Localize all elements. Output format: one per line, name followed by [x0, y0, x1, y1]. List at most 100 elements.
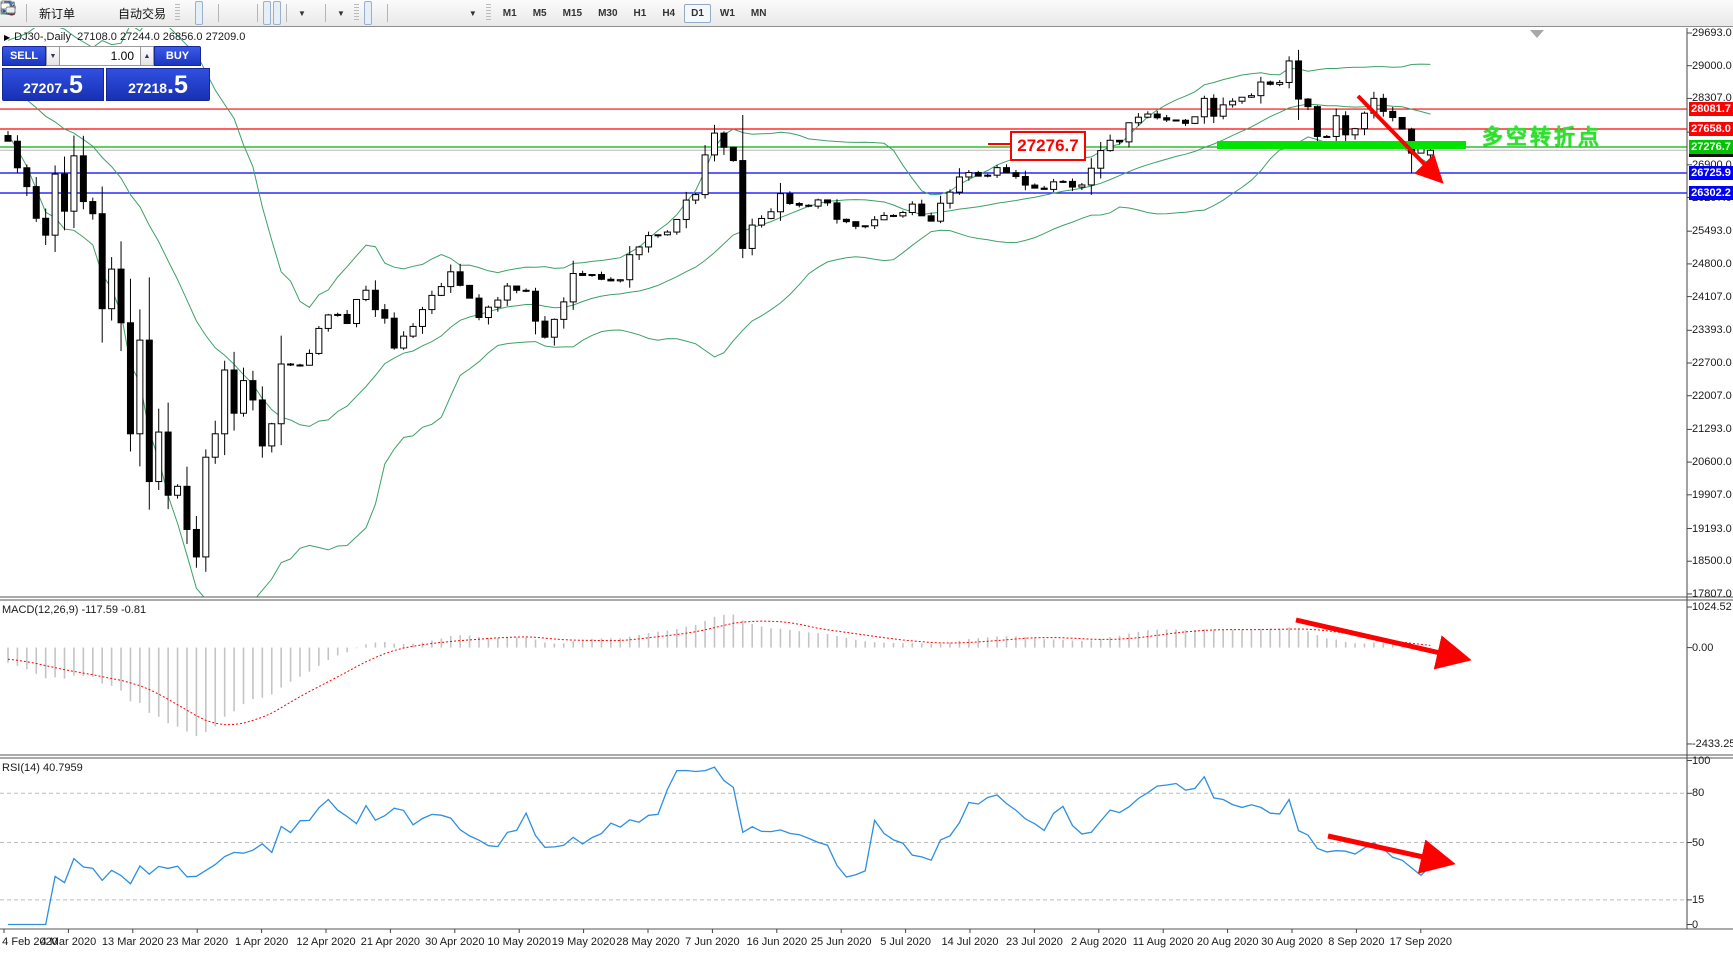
price-tick-label: 24107.0 — [1692, 290, 1732, 303]
date-label[interactable]: 28 May 2020 — [616, 936, 680, 948]
timeframe-d1-button[interactable]: D1 — [684, 3, 711, 23]
macd-tick-label: 0.00 — [1692, 641, 1714, 654]
candles-group — [4, 28, 1434, 597]
toolbar-grip — [485, 4, 491, 22]
price-tick-label: 17807.0 — [1692, 587, 1732, 600]
timeframe-h1-button[interactable]: H1 — [633, 7, 647, 19]
timeframe-mn-button[interactable]: MN — [750, 7, 767, 19]
macd-signal-line — [7, 620, 1431, 726]
timeframe-w1-button[interactable]: W1 — [719, 7, 735, 19]
date-label[interactable]: 23 Jul 2020 — [1005, 936, 1063, 948]
red-arrow-macd[interactable] — [1295, 617, 1472, 670]
date-label[interactable]: 23 Mar 2020 — [166, 936, 229, 948]
price-flag-27276.7: 27276.7 — [1689, 140, 1733, 155]
price-tick-label: 28307.0 — [1692, 92, 1732, 105]
price-flag-28081.7: 28081.7 — [1689, 102, 1733, 117]
one-click-trade-panel: SELL ▼ ▲ BUY 27207.5 27218.5 — [2, 46, 212, 101]
date-label[interactable]: 19 May 2020 — [551, 936, 616, 948]
date-label[interactable]: 4 Mar 2020 — [40, 936, 97, 948]
timeframe-m15-button[interactable]: M15 — [562, 7, 583, 19]
ohlc-readout: 27108.0 27244.0 26856.0 27209.0 — [77, 31, 246, 43]
date-label[interactable]: 16 Jun 2020 — [746, 936, 808, 948]
sell-price-big: .5 — [62, 71, 83, 99]
chevron-down-icon: ▼ — [336, 8, 345, 18]
price-callout-box[interactable]: 27276.7 — [1010, 131, 1086, 161]
buy-price[interactable]: 27218.5 — [106, 68, 210, 101]
price-tick-label: 22007.0 — [1692, 389, 1732, 402]
toolbar-separator — [257, 4, 259, 22]
date-label[interactable]: 30 Apr 2020 — [425, 936, 485, 948]
rsi-tick-label: 100 — [1692, 754, 1711, 767]
buy-price-big: .5 — [167, 71, 188, 99]
price-tick-label: 23393.0 — [1692, 324, 1732, 337]
volume-input[interactable] — [60, 46, 140, 66]
chart-title: ▶ DJ30-,Daily 27108.0 27244.0 26856.0 272… — [4, 31, 245, 43]
rsi-indicator-label: RSI(14) 40.7959 — [2, 762, 83, 774]
red-arrow-main[interactable] — [1356, 94, 1444, 184]
toolbar-grip — [353, 4, 359, 22]
toolbar-separator — [386, 4, 388, 22]
price-tick-label: 19907.0 — [1692, 488, 1732, 501]
symbol-name: DJ30-,Daily — [14, 31, 72, 43]
sell-button[interactable]: SELL — [2, 46, 46, 66]
autotrading-button-label: 自动交易 — [118, 6, 167, 21]
support-zone-bar[interactable] — [1217, 141, 1466, 150]
price-tick-label: 19193.0 — [1692, 522, 1732, 535]
date-label[interactable]: 25 Jun 2020 — [810, 936, 872, 948]
timeframe-m1-button[interactable]: M1 — [502, 7, 517, 19]
date-label[interactable]: 11 Aug 2020 — [1132, 936, 1194, 948]
macd-indicator-label: MACD(12,26,9) -117.59 -0.81 — [2, 604, 147, 616]
date-label[interactable]: 17 Sep 2020 — [1389, 936, 1452, 948]
price-flag-26725.9: 26725.9 — [1689, 166, 1733, 181]
date-label[interactable]: 13 Mar 2020 — [101, 936, 164, 948]
date-label[interactable]: 4 Feb 2020 — [2, 936, 58, 948]
date-label[interactable]: 20 Aug 2020 — [1196, 936, 1259, 948]
buy-button[interactable]: BUY — [154, 46, 201, 66]
price-tick-label: 22700.0 — [1692, 357, 1732, 369]
new-order-button-label: 新订单 — [39, 6, 76, 21]
date-label[interactable]: 7 Jun 2020 — [685, 936, 740, 948]
toolbar-separator — [218, 4, 220, 22]
rsi-tick-label: 15 — [1692, 893, 1705, 906]
timeframe-h4-button[interactable]: H4 — [662, 7, 676, 19]
toolbar-separator — [286, 4, 288, 22]
sell-price[interactable]: 27207.5 — [2, 68, 104, 101]
date-label[interactable]: 5 Jul 2020 — [880, 936, 931, 948]
toolbar-separator — [324, 4, 326, 22]
date-label[interactable]: 30 Aug 2020 — [1261, 936, 1323, 948]
rsi-line — [8, 766, 1431, 926]
price-tick-label: 20600.0 — [1692, 456, 1732, 469]
price-tick-label: 18500.0 — [1692, 555, 1732, 568]
price-tick-label: 24800.0 — [1692, 257, 1732, 270]
price-flag-27658.0: 27658.0 — [1689, 122, 1733, 137]
date-label[interactable]: 2 Aug 2020 — [1070, 936, 1127, 948]
price-tick-label: 21293.0 — [1692, 423, 1732, 436]
volume-increase-button[interactable]: ▲ — [140, 46, 154, 66]
volume-decrease-button[interactable]: ▼ — [46, 46, 60, 66]
date-label[interactable]: 10 May 2020 — [487, 936, 551, 948]
timeframe-m30-button[interactable]: M30 — [598, 7, 618, 19]
price-flag-26302.2: 26302.2 — [1689, 186, 1733, 201]
chat-icon[interactable] — [0, 1, 1732, 25]
chart-shift-marker[interactable] — [1530, 30, 1544, 38]
buy-price-main: 27218 — [128, 80, 168, 96]
date-label[interactable]: 1 Apr 2020 — [234, 936, 289, 948]
date-label[interactable]: 12 Apr 2020 — [296, 936, 356, 948]
macd-tick-label: -2433.25 — [1692, 737, 1733, 750]
toolbar-grip — [175, 4, 181, 22]
toolbar-separator — [26, 4, 27, 22]
rsi-tick-label: 0 — [1692, 918, 1699, 931]
macd-tick-label: 1024.52 — [1692, 601, 1732, 614]
date-label[interactable]: 14 Jul 2020 — [941, 936, 999, 948]
red-arrow-rsi[interactable] — [1327, 833, 1456, 874]
rsi-tick-label: 50 — [1692, 836, 1705, 849]
price-tick-label: 25493.0 — [1692, 225, 1732, 238]
timeframe-m5-button[interactable]: M5 — [532, 7, 547, 19]
price-tick-label: 29000.0 — [1692, 59, 1732, 72]
chevron-down-icon: ▼ — [298, 8, 306, 18]
date-label[interactable]: 8 Sep 2020 — [1328, 936, 1385, 948]
date-label[interactable]: 21 Apr 2020 — [360, 936, 421, 948]
turning-point-note[interactable]: 多空转折点 — [1482, 126, 1602, 149]
